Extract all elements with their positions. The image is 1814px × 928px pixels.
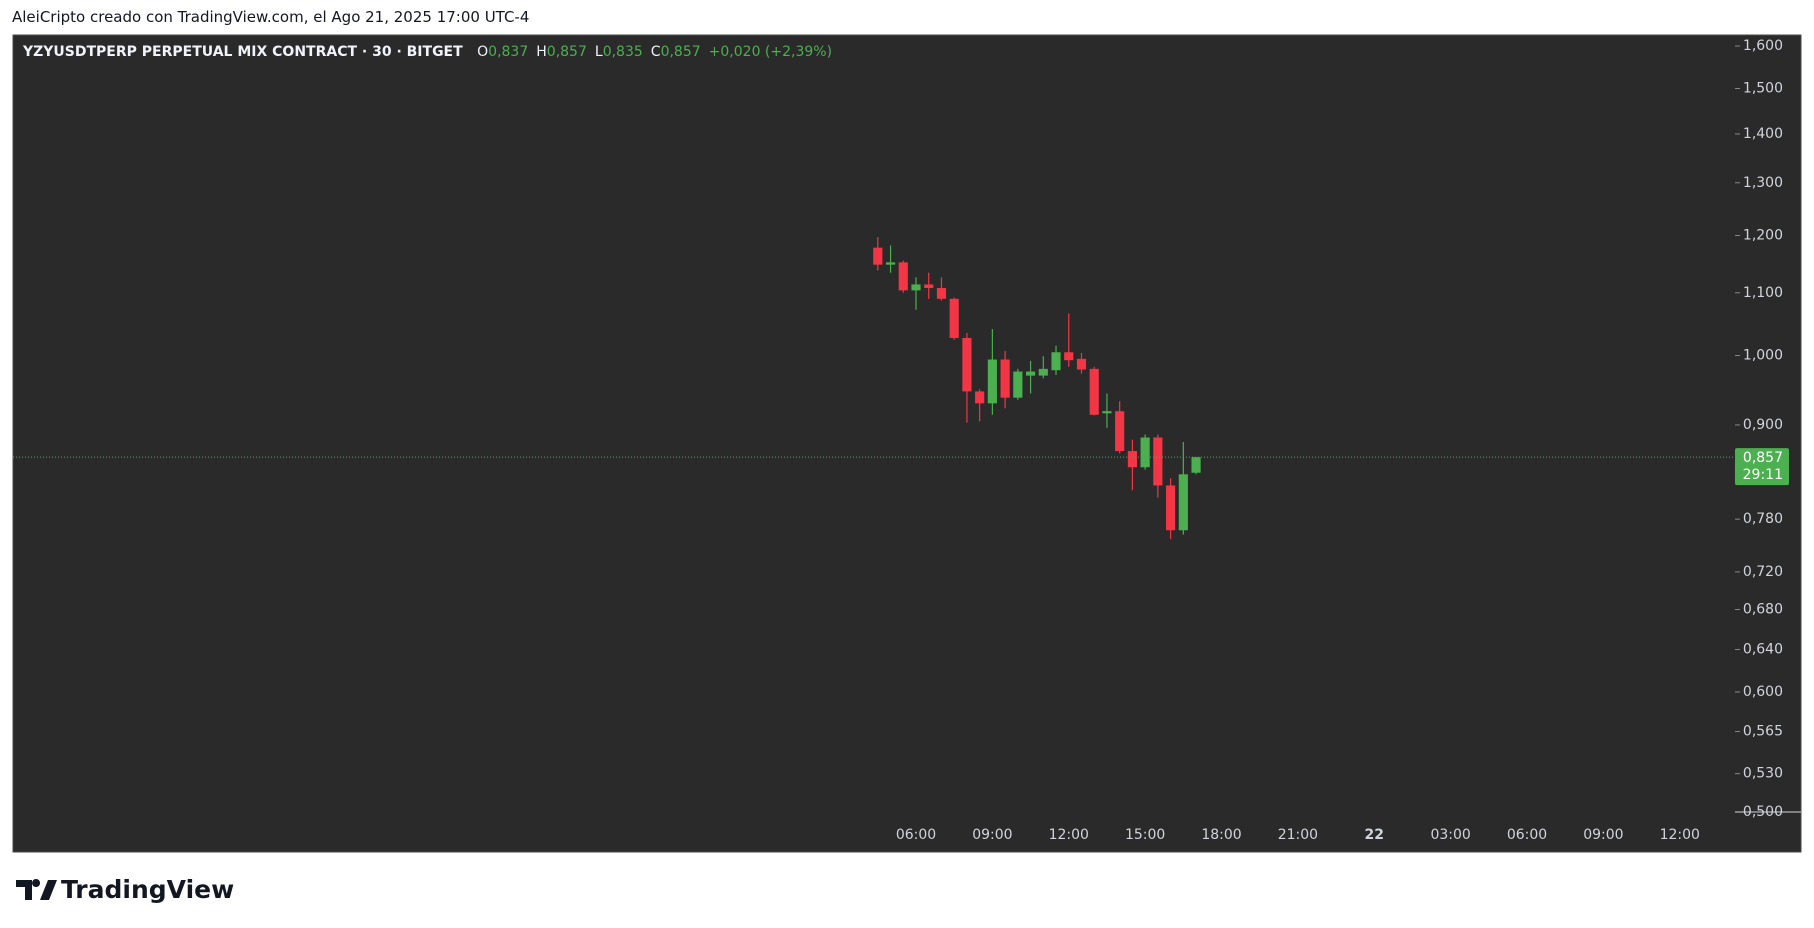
- candle-body: [1178, 474, 1188, 531]
- candle-body: [924, 284, 934, 289]
- legend-key: L: [594, 44, 603, 60]
- y-tick-label: 0,720: [1743, 564, 1783, 580]
- y-tick-label: 1,100: [1743, 285, 1783, 301]
- chart-legend: YZYUSDTPERP PERPETUAL MIX CONTRACT · 30 …: [23, 44, 832, 60]
- candle-body: [987, 359, 997, 404]
- x-tick-label: 06:00: [1507, 827, 1547, 843]
- candle-body: [885, 262, 896, 265]
- y-tick-label: 1,200: [1743, 227, 1783, 243]
- x-tick-label: 12:00: [1049, 827, 1089, 843]
- candle-body: [911, 284, 921, 291]
- candle-body: [1115, 411, 1125, 452]
- y-tick-label: 0,900: [1743, 417, 1783, 433]
- y-tick-label: 0,780: [1743, 511, 1783, 527]
- legend-change: +0,020 (+2,39%): [708, 44, 833, 60]
- candle-body: [1191, 457, 1201, 473]
- y-tick-label: 1,500: [1743, 81, 1783, 97]
- candle-body: [898, 262, 908, 291]
- x-tick-label: 06:00: [896, 827, 936, 843]
- y-tick-label: 0,600: [1743, 684, 1783, 700]
- x-tick-label: 03:00: [1430, 827, 1470, 843]
- legend-value: 0,837: [488, 44, 529, 60]
- x-tick-label: 18:00: [1201, 827, 1241, 843]
- x-tick-label: 15:00: [1125, 827, 1165, 843]
- y-tick-label: 1,600: [1743, 38, 1783, 54]
- countdown-label: 29:11: [1743, 467, 1783, 483]
- x-tick-label: 09:00: [1583, 827, 1623, 843]
- candle-body: [1013, 371, 1023, 398]
- x-tick-label: 21:00: [1278, 827, 1318, 843]
- logo: TradingView: [16, 875, 234, 904]
- candle-body: [1025, 371, 1036, 376]
- legend-key: H: [536, 44, 547, 60]
- chart-background: [12, 34, 1802, 853]
- y-tick-label: 1,000: [1743, 348, 1783, 364]
- candle-body: [1038, 368, 1048, 376]
- x-tick-label: 12:00: [1660, 827, 1700, 843]
- y-tick-label: 1,300: [1743, 175, 1783, 191]
- marks: 1,600 1,500 1,400 1,300 1,200 1,100 1,000 0,900…: [13, 38, 1801, 843]
- candle-body: [975, 391, 985, 404]
- last-price-label: 0,857: [1743, 450, 1783, 466]
- legend-key: C: [650, 44, 661, 60]
- candle-body: [936, 288, 947, 299]
- legend-value: 0,857: [660, 44, 701, 60]
- last-price-box: [1735, 448, 1789, 486]
- x-tick-label: 09:00: [972, 827, 1012, 843]
- candle-body: [1102, 411, 1112, 414]
- y-tick-label: 0,565: [1743, 724, 1783, 740]
- candle-body: [1000, 359, 1010, 398]
- x-tick-label: 22: [1365, 827, 1384, 843]
- y-tick-label: 0,680: [1743, 602, 1783, 618]
- candle-body: [1076, 358, 1087, 370]
- candle-body: [873, 247, 883, 265]
- candle-body: [1166, 485, 1176, 531]
- caption: AleiCripto creado con TradingView.com, e…: [12, 8, 530, 26]
- candle-body: [1127, 451, 1137, 468]
- candle-body: [1089, 368, 1099, 415]
- candle-body: [949, 298, 959, 339]
- y-tick-label: 0,530: [1743, 766, 1783, 782]
- candle-body: [1064, 352, 1074, 361]
- legend-key: O: [477, 44, 489, 60]
- candle-body: [1140, 437, 1150, 468]
- logo-text: TradingView: [61, 875, 234, 904]
- candle-body: [962, 338, 972, 392]
- candle-body: [1153, 437, 1163, 486]
- legend-value: 0,857: [546, 44, 587, 60]
- candle-body: [1051, 352, 1061, 371]
- chart-title: YZYUSDTPERP PERPETUAL MIX CONTRACT · 30 …: [23, 44, 463, 60]
- logo-icon: [16, 879, 57, 900]
- y-tick-label: 0,640: [1743, 641, 1783, 657]
- y-tick-label: 1,400: [1743, 126, 1783, 142]
- legend-value: 0,835: [602, 44, 643, 60]
